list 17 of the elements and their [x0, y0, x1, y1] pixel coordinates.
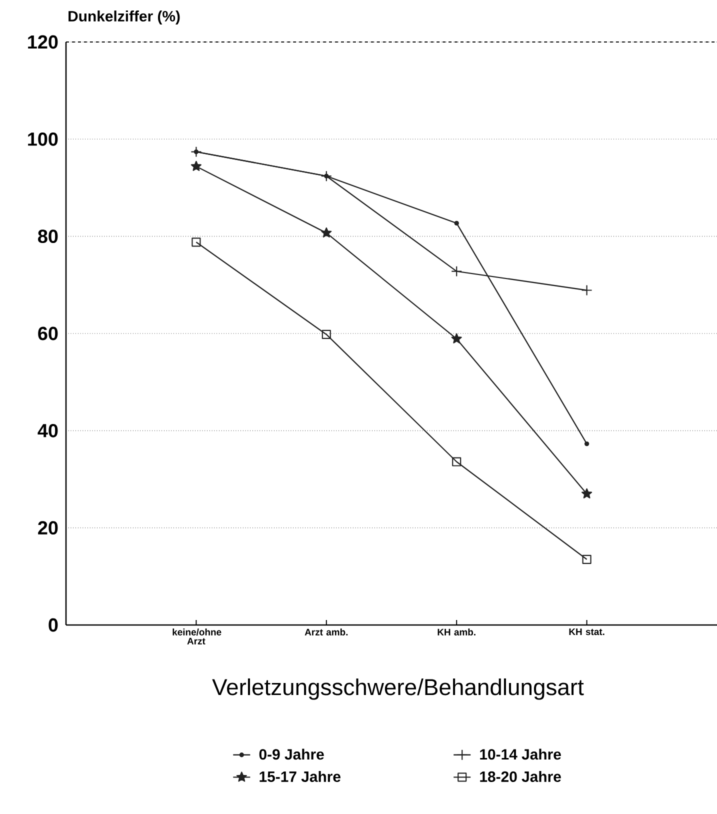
x-tick-label: keine/ohne Arzt — [172, 628, 222, 644]
x-axis-title: Verletzungsschwere/Behandlungsart — [212, 678, 584, 700]
y-tick-label: 60 — [38, 326, 58, 340]
y-tick-label: 40 — [38, 424, 58, 438]
legend-label: 0-9 Jahre — [259, 748, 324, 760]
legend-label: 15-17 Jahre — [260, 771, 340, 782]
legend-label: 10-14 Jahre — [480, 748, 561, 760]
x-tick-label: Arzt amb. — [304, 628, 348, 636]
y-tick-label: 100 — [28, 132, 58, 146]
x-tick-label: KH amb. — [438, 628, 476, 636]
y-tick-label: 120 — [28, 35, 58, 49]
y-tick-label: 20 — [38, 521, 58, 535]
y-axis-title: Dunkelziffer (%) — [68, 10, 180, 24]
y-tick-label: 0 — [48, 618, 58, 632]
x-tick-label: KH stat. — [569, 628, 604, 636]
legend-label: 18-20 Jahre — [480, 771, 561, 782]
y-tick-label: 80 — [38, 230, 58, 244]
